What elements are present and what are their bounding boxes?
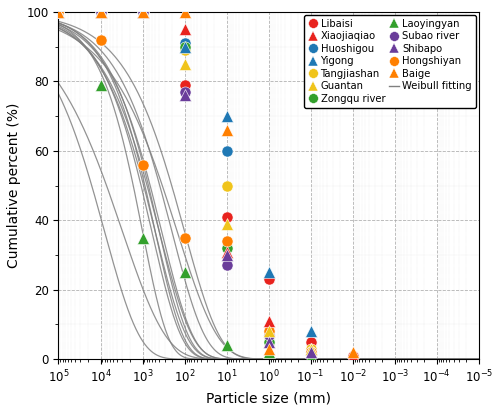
X-axis label: Particle size (mm): Particle size (mm)	[206, 391, 331, 405]
Legend: Libaisi, Xiaojiaqiao, Huoshigou, Yigong, Tangjiashan, Guantan, Zongqu river, Lao: Libaisi, Xiaojiaqiao, Huoshigou, Yigong,…	[304, 15, 476, 108]
Y-axis label: Cumulative percent (%): Cumulative percent (%)	[7, 103, 21, 268]
